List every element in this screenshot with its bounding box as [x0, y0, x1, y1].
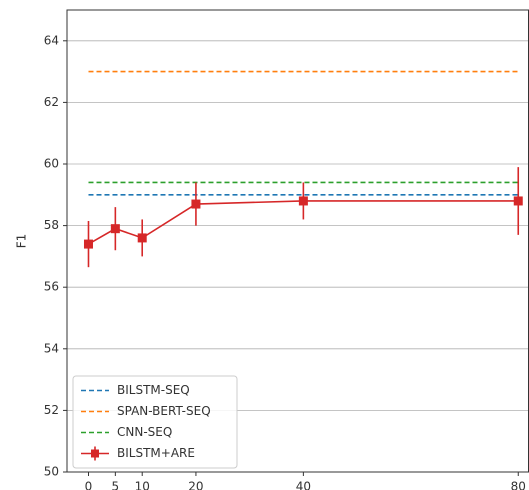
marker — [137, 233, 147, 243]
legend-box — [72, 375, 238, 469]
y-axis-label: F1 — [15, 234, 29, 249]
legend-swatch-marker — [91, 449, 99, 458]
y-tick-label: 54 — [44, 341, 59, 355]
marker — [110, 224, 120, 234]
y-tick-label: 62 — [44, 95, 59, 109]
y-tick-label: 64 — [44, 33, 59, 47]
x-tick-label: 80 — [511, 480, 526, 490]
y-tick-label: 52 — [44, 403, 59, 417]
x-tick-label: 10 — [135, 480, 150, 490]
legend-label: BILSTM-SEQ — [117, 383, 190, 397]
y-tick-label: 58 — [44, 218, 59, 232]
legend-label: SPAN-BERT-SEQ — [117, 404, 211, 418]
x-tick-label: 0 — [85, 480, 93, 490]
y-tick-label: 60 — [44, 157, 59, 171]
x-tick-label: 40 — [296, 480, 311, 490]
x-tick-label: 5 — [112, 480, 120, 490]
y-tick-label: 56 — [44, 280, 59, 294]
marker — [83, 239, 93, 249]
marker — [298, 196, 308, 206]
y-tick-label: 50 — [44, 465, 59, 479]
marker — [191, 199, 201, 209]
legend-label: CNN-SEQ — [117, 425, 172, 439]
x-tick-label: 20 — [188, 480, 203, 490]
marker — [513, 196, 523, 206]
legend-label: BILSTM+ARE — [117, 446, 195, 460]
